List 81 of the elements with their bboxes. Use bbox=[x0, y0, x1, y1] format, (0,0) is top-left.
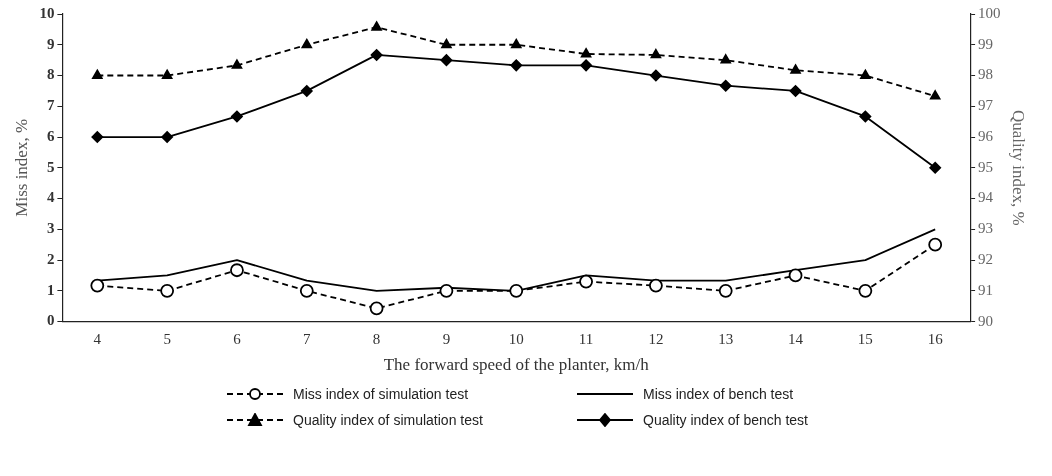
point bbox=[92, 69, 103, 79]
point bbox=[649, 278, 663, 293]
y2-axis-title: Quality index, % bbox=[1009, 109, 1029, 226]
point bbox=[91, 131, 104, 143]
point bbox=[231, 59, 243, 69]
point bbox=[439, 283, 454, 298]
point bbox=[510, 59, 523, 72]
point bbox=[579, 274, 593, 289]
y-tick-label: 4 bbox=[46, 189, 55, 206]
y2-tick-label: 97 bbox=[978, 97, 994, 114]
x-axis-title: The forward speed of the planter, km/h bbox=[383, 355, 650, 375]
point bbox=[858, 283, 873, 298]
point bbox=[371, 21, 382, 31]
x-tick-label: 8 bbox=[372, 330, 381, 347]
legend-label: Quality index of simulation test bbox=[293, 412, 483, 428]
x-tick-label: 6 bbox=[233, 330, 242, 347]
point bbox=[718, 283, 733, 298]
point bbox=[90, 278, 105, 293]
point bbox=[860, 69, 871, 79]
y2-tick-label: 93 bbox=[978, 220, 994, 237]
point bbox=[440, 54, 453, 67]
y-axis-title: Miss index, % bbox=[11, 118, 31, 217]
point bbox=[929, 90, 941, 100]
y-tick-label: 9 bbox=[46, 35, 55, 52]
point bbox=[230, 263, 244, 278]
point bbox=[789, 85, 802, 97]
y-tick-label: 10 bbox=[39, 4, 55, 21]
point bbox=[511, 38, 522, 49]
point bbox=[788, 268, 803, 283]
y2-tick-label: 99 bbox=[978, 35, 994, 52]
point bbox=[441, 38, 452, 49]
y2-tick-label: 92 bbox=[978, 251, 994, 268]
point bbox=[580, 59, 592, 72]
point bbox=[161, 69, 173, 79]
x-tick-label: 4 bbox=[93, 330, 102, 347]
x-tick-label: 14 bbox=[788, 330, 804, 347]
point bbox=[650, 69, 662, 82]
y2-tick-label: 91 bbox=[978, 281, 994, 298]
y-tick-label: 8 bbox=[46, 66, 55, 83]
point bbox=[370, 49, 383, 61]
legend-label: Miss index of bench test bbox=[643, 386, 794, 402]
point bbox=[301, 38, 313, 49]
point bbox=[859, 110, 872, 123]
point bbox=[580, 48, 592, 58]
legend-label: Quality index of bench test bbox=[643, 412, 808, 428]
x-tick-label: 16 bbox=[927, 330, 944, 347]
x-tick-label: 11 bbox=[578, 330, 594, 347]
y-tick-label: 2 bbox=[46, 250, 55, 267]
y-tick-label: 5 bbox=[46, 158, 55, 175]
point bbox=[929, 161, 942, 174]
y-tick-label: 6 bbox=[46, 127, 55, 144]
point bbox=[650, 49, 662, 59]
x-tick-label: 12 bbox=[648, 330, 664, 347]
legend-label: Miss index of simulation test bbox=[293, 386, 469, 402]
point bbox=[161, 131, 174, 143]
point bbox=[720, 54, 731, 64]
y2-tick-label: 96 bbox=[978, 127, 994, 144]
x-tick-label: 13 bbox=[718, 330, 734, 347]
point bbox=[369, 301, 384, 316]
point bbox=[790, 64, 801, 74]
point bbox=[299, 283, 314, 298]
point bbox=[160, 283, 175, 298]
x-tick-label: 15 bbox=[857, 330, 873, 347]
y2-tick-label: 90 bbox=[978, 312, 994, 329]
x-tick-label: 10 bbox=[508, 330, 524, 347]
x-tick-label: 9 bbox=[442, 330, 451, 347]
point bbox=[300, 85, 313, 97]
point bbox=[509, 283, 524, 298]
point bbox=[719, 79, 732, 92]
y-tick-label: 7 bbox=[46, 97, 55, 114]
y2-tick-label: 94 bbox=[978, 189, 994, 206]
y2-tick-label: 95 bbox=[978, 158, 994, 175]
point bbox=[928, 237, 943, 252]
y-tick-label: 0 bbox=[46, 312, 55, 329]
point bbox=[231, 110, 243, 123]
y-tick-label: 1 bbox=[46, 281, 55, 298]
x-tick-label: 5 bbox=[163, 330, 171, 347]
y2-tick-label: 100 bbox=[978, 4, 1001, 21]
y2-tick-label: 98 bbox=[978, 66, 994, 83]
y-tick-label: 3 bbox=[46, 220, 55, 237]
x-tick-label: 7 bbox=[303, 330, 312, 347]
